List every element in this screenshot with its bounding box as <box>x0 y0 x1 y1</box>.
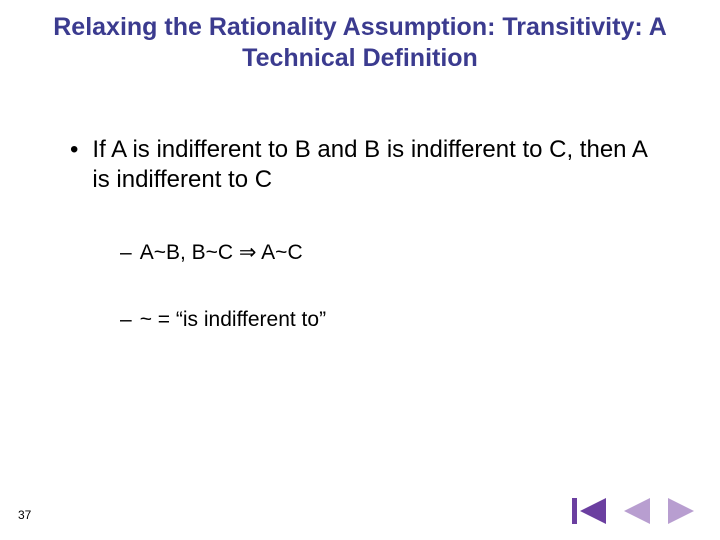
bullet-text: A~B, B~C ⇒ A~C <box>140 239 303 266</box>
bullet-marker: • <box>70 135 78 165</box>
bullet-text: If A is indifferent to B and B is indiff… <box>92 135 670 195</box>
bullet-level2: – A~B, B~C ⇒ A~C <box>120 239 670 266</box>
skip-back-icon <box>572 496 608 526</box>
page-number: 37 <box>18 508 31 522</box>
nav-first-button[interactable] <box>572 496 608 526</box>
triangle-right-icon <box>666 496 696 526</box>
bullet-marker-dash: – <box>120 239 132 266</box>
bullet-text: ~ = “is indifferent to” <box>140 306 326 333</box>
nav-controls <box>572 496 696 526</box>
slide: Relaxing the Rationality Assumption: Tra… <box>0 0 720 540</box>
nav-prev-button[interactable] <box>622 496 652 526</box>
slide-title: Relaxing the Rationality Assumption: Tra… <box>20 12 700 75</box>
nav-next-button[interactable] <box>666 496 696 526</box>
bullet-level2: – ~ = “is indifferent to” <box>120 306 670 333</box>
bullet-marker-dash: – <box>120 306 132 333</box>
bullet-level1: • If A is indifferent to B and B is indi… <box>70 135 670 195</box>
triangle-left-icon <box>622 496 652 526</box>
